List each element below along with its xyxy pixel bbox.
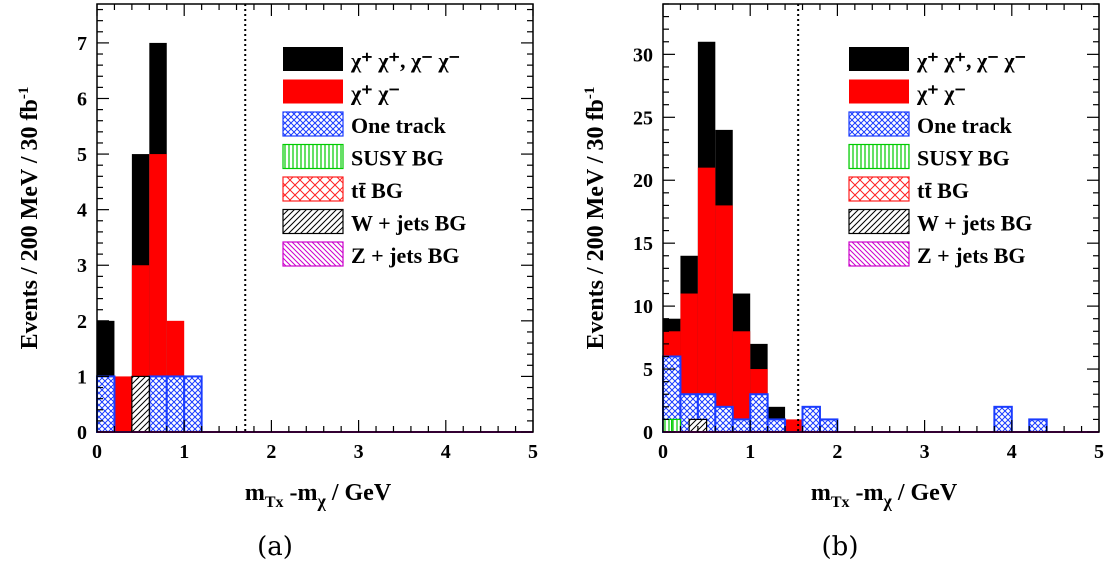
bar-one-track xyxy=(766,418,787,434)
bar-opposite-sign xyxy=(149,154,167,432)
bar-one-track xyxy=(96,375,116,434)
x-tick-label: 2 xyxy=(832,441,842,463)
y-tick-label: 30 xyxy=(633,44,653,66)
legend-swatch-wjets-bg xyxy=(282,208,344,235)
legend-swatch-zjets-bg xyxy=(282,241,344,267)
y-tick-label: 0 xyxy=(77,422,87,444)
x-tick-label: 1 xyxy=(179,441,189,463)
legend-label: Z + jets BG xyxy=(917,243,1025,268)
legend-label: χ⁺ χ⁺, χ⁻ χ⁻ xyxy=(350,48,460,73)
y-tick-label: 5 xyxy=(77,144,87,166)
bar-one-track xyxy=(801,405,821,433)
bar-opposite-sign xyxy=(785,419,803,432)
bar-wjets-bg xyxy=(131,375,150,433)
legend-label: One track xyxy=(917,113,1012,138)
bar-opposite-sign xyxy=(732,331,751,432)
y-tick-label: 1 xyxy=(77,366,87,388)
bar-one-track xyxy=(165,375,186,434)
bar-susy-bg xyxy=(671,418,682,433)
y-tick-label: 25 xyxy=(633,107,653,129)
bar-susy-bg xyxy=(662,418,673,433)
legend-swatch-ttbar-bg xyxy=(848,176,910,202)
legend-swatch-one-track xyxy=(282,111,344,137)
x-tick-label: 3 xyxy=(354,441,364,463)
x-axis-label: mTx -mχ / GeV xyxy=(245,480,392,511)
bar-opposite-sign xyxy=(114,376,132,432)
bar-one-track xyxy=(714,405,734,433)
legend-label: SUSY BG xyxy=(917,146,1010,171)
x-axis-label: mTx -mχ / GeV xyxy=(811,480,958,511)
legend-label: χ⁺ χ⁺, χ⁻ χ⁻ xyxy=(916,48,1026,73)
bar-one-track xyxy=(731,418,752,434)
y-tick-label: 0 xyxy=(643,422,653,444)
legend-swatch-one-track xyxy=(848,111,910,137)
legend-label: SUSY BG xyxy=(351,146,444,171)
x-tick-label: 1 xyxy=(745,441,755,463)
plot-frame xyxy=(96,3,534,433)
legend-label: χ⁺ χ⁻ xyxy=(916,81,966,106)
y-tick-label: 10 xyxy=(633,296,653,318)
bar-one-track xyxy=(1028,418,1048,434)
bar-one-track xyxy=(818,418,839,434)
y-tick-label: 4 xyxy=(77,200,87,222)
legend-label: χ⁺ χ⁻ xyxy=(350,81,400,106)
x-tick-label: 4 xyxy=(441,441,451,463)
legend-swatch-ttbar-bg xyxy=(282,176,344,202)
y-tick-label: 6 xyxy=(77,88,87,110)
y-tick-label: 3 xyxy=(77,255,87,277)
panel-a: 0 1 2 3 4 5 0 1 2 3 4 5 6 7 Events / 200 MeV / 30 fb-1… xyxy=(16,3,538,562)
legend-label: tt̄ BG xyxy=(351,178,403,203)
legend-label: W + jets BG xyxy=(351,211,466,236)
legend-swatch-opposite-sign xyxy=(283,79,343,104)
y-tick-label: 15 xyxy=(633,233,653,255)
x-tick-label: 5 xyxy=(528,441,538,463)
bar-opposite-sign xyxy=(697,167,716,432)
bar-one-track xyxy=(148,375,168,434)
x-tick-label: 2 xyxy=(266,441,276,463)
x-tick-label: 0 xyxy=(92,441,102,463)
legend-swatch-susy-bg xyxy=(282,143,344,170)
bar-one-track xyxy=(993,405,1013,433)
legend-label: W + jets BG xyxy=(917,211,1032,236)
x-tick-label: 4 xyxy=(1007,441,1017,463)
y-tick-label: 5 xyxy=(643,359,653,381)
y-axis-label: Events / 200 MeV / 30 fb-1 xyxy=(16,87,43,350)
legend-swatch-opposite-sign xyxy=(849,79,909,104)
legend-swatch-wjets-bg xyxy=(848,208,910,235)
legend-swatch-susy-bg xyxy=(848,143,910,170)
x-tick-label: 0 xyxy=(658,441,668,463)
legend-label: tt̄ BG xyxy=(917,178,969,203)
y-tick-label: 20 xyxy=(633,170,653,192)
x-tick-label: 3 xyxy=(920,441,930,463)
bar-opposite-sign xyxy=(715,205,733,432)
legend-label: Z + jets BG xyxy=(351,243,459,268)
panel-caption: (a) xyxy=(257,532,293,562)
bar-one-track xyxy=(749,393,769,433)
x-tick-label: 5 xyxy=(1094,441,1104,463)
legend-swatch-zjets-bg xyxy=(848,241,910,267)
panel-b: 0 1 2 3 4 5 0 5 10 15 20 25 30 Events / 200 MeV / 30 … xyxy=(582,3,1104,562)
bar-one-track xyxy=(183,375,203,434)
panel-caption: (b) xyxy=(822,532,859,562)
legend-swatch-same-sign xyxy=(283,47,343,71)
y-axis-label: Events / 200 MeV / 30 fb-1 xyxy=(582,87,609,350)
legend-swatch-same-sign xyxy=(849,47,909,71)
y-tick-label: 2 xyxy=(77,311,87,333)
legend-label: One track xyxy=(351,113,446,138)
y-tick-label: 7 xyxy=(77,33,87,55)
